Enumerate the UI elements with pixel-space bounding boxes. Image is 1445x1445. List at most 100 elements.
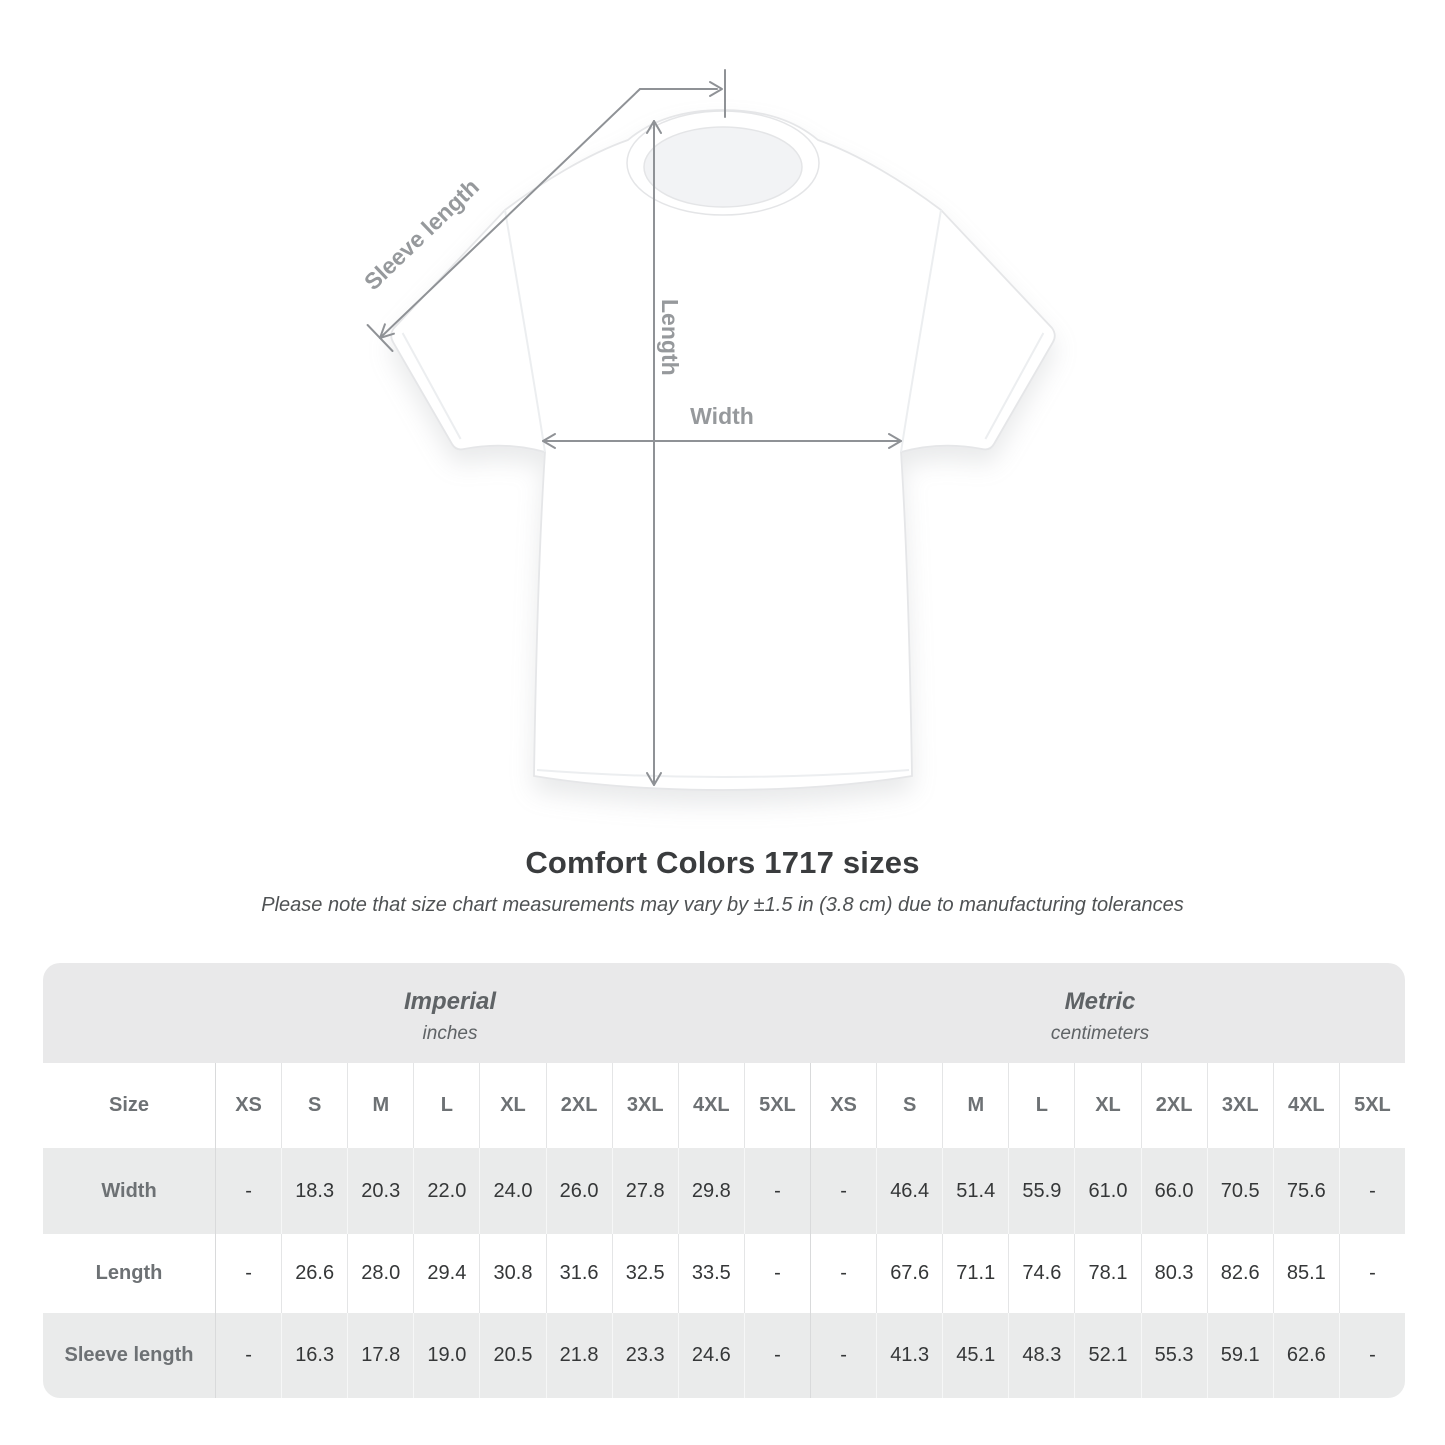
metric-header-group: Metric centimeters — [1051, 987, 1149, 1047]
size-value: 31.6 — [545, 1234, 612, 1313]
size-value: 32.5 — [611, 1234, 678, 1313]
size-value: 51.4 — [942, 1148, 1008, 1234]
size-value: 29.8 — [677, 1148, 744, 1234]
metric-header: Metric — [1064, 988, 1136, 1015]
left-sleeve-seam — [504, 209, 546, 453]
collar-ring — [626, 110, 820, 216]
size-value: 59.1 — [1206, 1313, 1273, 1398]
size-col-header: 4XL — [677, 1063, 744, 1148]
size-col-header: XS — [215, 1063, 281, 1148]
size-value: 26.0 — [545, 1148, 612, 1234]
size-col-header: 2XL — [1140, 1063, 1207, 1148]
size-col-header: 5XL — [743, 1063, 810, 1148]
size-col-header: L — [413, 1063, 479, 1148]
table-body: Width -18.3 20.3 22.0 24.0 26.0 27.8 29.8- -46.4… — [43, 1148, 1405, 1398]
hem-seam — [536, 769, 910, 778]
size-value: 67.6 — [876, 1234, 942, 1313]
size-value: - — [215, 1313, 281, 1398]
size-value: 62.6 — [1272, 1313, 1339, 1398]
size-value: 30.8 — [479, 1234, 545, 1313]
metric-unit: centimeters — [1050, 1023, 1150, 1044]
size-value: 80.3 — [1140, 1234, 1207, 1313]
size-value: 17.8 — [347, 1313, 413, 1398]
size-value: 82.6 — [1206, 1234, 1273, 1313]
size-value: - — [1338, 1148, 1405, 1234]
size-col-header: XL — [479, 1063, 545, 1148]
size-value: 20.5 — [479, 1313, 545, 1398]
size-value: 71.1 — [942, 1234, 1008, 1313]
size-col-header: 4XL — [1272, 1063, 1339, 1148]
size-value: 45.1 — [942, 1313, 1008, 1398]
table-row: Width -18.3 20.3 22.0 24.0 26.0 27.8 29.8- -46.4… — [43, 1148, 1405, 1234]
tshirt-body — [390, 109, 1056, 791]
size-col-header: S — [876, 1063, 942, 1148]
length-label: Length — [657, 299, 683, 376]
sleeve-length-arrow — [366, 69, 726, 352]
size-col-header: XL — [1074, 1063, 1140, 1148]
size-value: 70.5 — [1206, 1148, 1273, 1234]
size-value: 21.8 — [545, 1313, 612, 1398]
tshirt-measurement-diagram: Sleeve length Length Width — [359, 69, 1056, 791]
collar-inside — [644, 127, 802, 207]
size-value: - — [810, 1313, 876, 1398]
size-col-header: L — [1008, 1063, 1074, 1148]
size-value: 24.0 — [479, 1148, 545, 1234]
size-value: 61.0 — [1074, 1148, 1140, 1234]
size-col-header: 3XL — [1206, 1063, 1273, 1148]
size-col-header: 5XL — [1338, 1063, 1405, 1148]
size-value: 55.3 — [1140, 1313, 1207, 1398]
imperial-header-group: Imperial inches — [404, 987, 496, 1047]
page-title: Comfort Colors 1717 sizes — [525, 845, 920, 880]
size-value: 28.0 — [347, 1234, 413, 1313]
size-value: 19.0 — [413, 1313, 479, 1398]
imperial-unit: inches — [422, 1023, 478, 1044]
left-cuff-seam — [401, 332, 462, 440]
size-col-header: 3XL — [611, 1063, 678, 1148]
size-col-header: M — [347, 1063, 413, 1148]
size-table: Imperial inches Metric centimeters Size … — [43, 963, 1405, 1398]
size-value: 16.3 — [281, 1313, 347, 1398]
size-value: 75.6 — [1272, 1148, 1339, 1234]
table-row: Sleeve length -16.3 17.8 19.0 20.5 21.8 23.3 24… — [43, 1313, 1405, 1398]
tolerance-note: Please note that size chart measurements… — [261, 894, 1184, 916]
tshirt-illustration — [390, 109, 1056, 791]
unit-header-band: Imperial inches Metric centimeters — [43, 963, 1405, 1063]
size-value: - — [743, 1313, 810, 1398]
length-arrow — [646, 120, 662, 786]
size-value: 46.4 — [876, 1148, 942, 1234]
table-row: Length -26.6 28.0 29.4 30.8 31.6 32.5 33.5- -67.… — [43, 1234, 1405, 1313]
size-value: 78.1 — [1074, 1234, 1140, 1313]
size-value: - — [810, 1234, 876, 1313]
size-value: 55.9 — [1008, 1148, 1074, 1234]
size-value: - — [215, 1148, 281, 1234]
size-value: 74.6 — [1008, 1234, 1074, 1313]
size-header-row: Size XS S M L XL 2XL 3XL 4XL 5XL XS S M L XL 2XL 3XL 4XL… — [43, 1063, 1405, 1148]
size-value: 20.3 — [347, 1148, 413, 1234]
right-sleeve-seam — [900, 209, 942, 453]
size-value: 26.6 — [281, 1234, 347, 1313]
size-value: - — [1338, 1234, 1405, 1313]
size-value: 66.0 — [1140, 1148, 1207, 1234]
size-col-header: XS — [810, 1063, 876, 1148]
size-value: 48.3 — [1008, 1313, 1074, 1398]
size-value: - — [743, 1148, 810, 1234]
size-value: - — [743, 1234, 810, 1313]
size-value: 22.0 — [413, 1148, 479, 1234]
row-label: Length — [95, 1262, 163, 1284]
size-value: 18.3 — [281, 1148, 347, 1234]
size-value: 41.3 — [876, 1313, 942, 1398]
imperial-header: Imperial — [403, 988, 497, 1015]
size-value: 24.6 — [677, 1313, 744, 1398]
size-value: 52.1 — [1074, 1313, 1140, 1398]
size-value: - — [810, 1148, 876, 1234]
size-value: 23.3 — [611, 1313, 678, 1398]
size-col-header: S — [281, 1063, 347, 1148]
size-value: - — [1338, 1313, 1405, 1398]
right-cuff-seam — [984, 332, 1045, 440]
size-value: 33.5 — [677, 1234, 744, 1313]
size-value: 29.4 — [413, 1234, 479, 1313]
size-value: 27.8 — [611, 1148, 678, 1234]
row-label: Width — [101, 1179, 157, 1202]
width-arrow — [542, 433, 902, 449]
